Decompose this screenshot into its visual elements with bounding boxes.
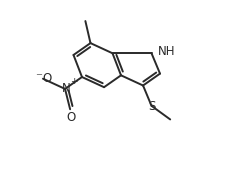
Text: N: N [61,82,70,95]
Text: S: S [148,100,156,113]
Text: NH: NH [158,45,175,58]
Text: +: + [70,77,78,86]
Text: O: O [66,111,76,124]
Text: O: O [43,72,52,85]
Text: ⁻: ⁻ [35,71,42,84]
